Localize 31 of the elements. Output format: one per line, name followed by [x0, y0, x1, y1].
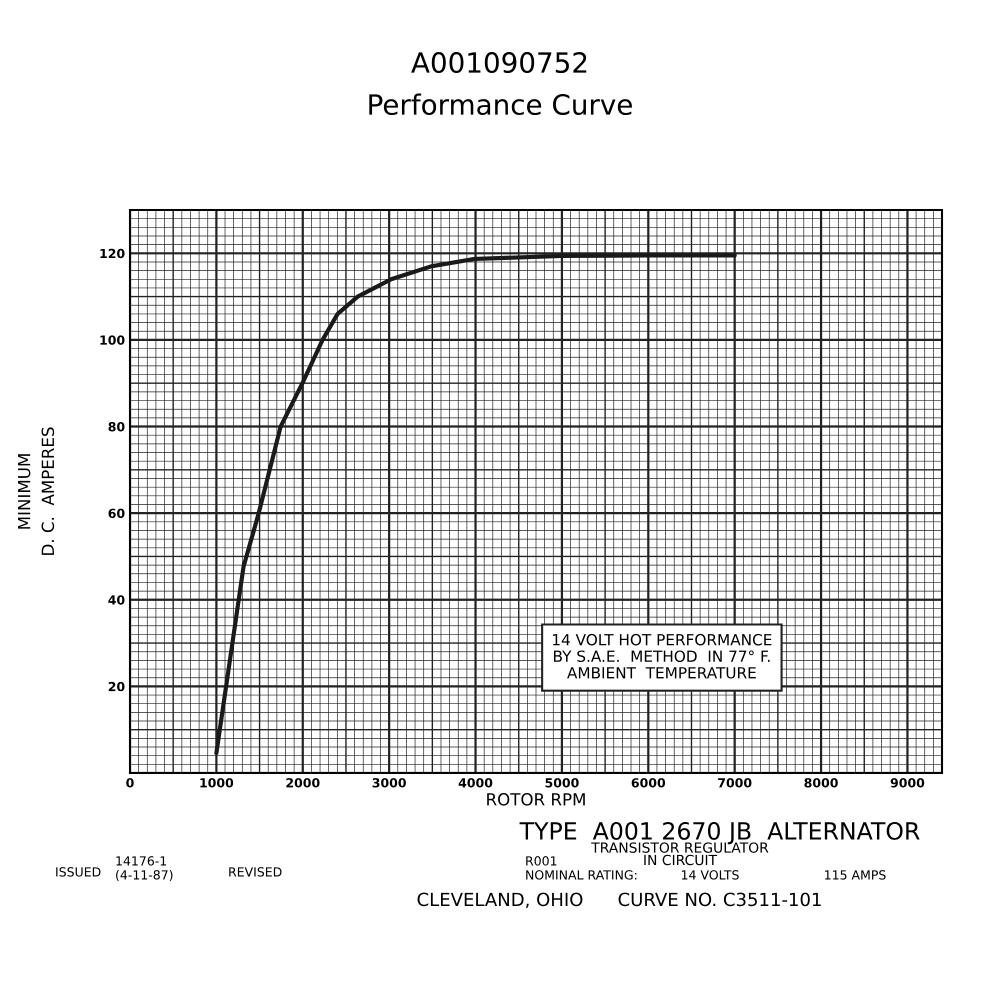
x-axis-title: ROTOR RPM	[487, 793, 585, 806]
text: 14176-1 (4-11-87)	[116, 856, 172, 882]
y-tick-label: 100	[100, 335, 125, 345]
chart-subtitle: Performance Curve	[369, 94, 632, 116]
x-tick-label: 2000	[286, 778, 320, 788]
x-tick-label: 1000	[200, 778, 234, 788]
x-tick-label: 3000	[372, 778, 406, 788]
text: TRANSISTOR REGULATOR IN CIRCUIT	[591, 842, 768, 866]
x-tick-label: 4000	[458, 778, 492, 788]
annotation: 14 VOLT HOT PERFORMANCE BY S.A.E. METHOD IN 77° F. AMBIENT TEMPERATURE	[552, 634, 772, 679]
text: REVISED	[229, 867, 282, 877]
x-tick-label: 6000	[632, 778, 666, 788]
text: CLEVELAND, OHIO	[418, 892, 582, 908]
chart-title: A001090752	[411, 52, 586, 74]
y-tick-label: 40	[108, 595, 125, 605]
y-axis-title: MINIMUM D. C. AMPERES	[18, 427, 54, 555]
x-tick-label: 0	[126, 778, 134, 788]
x-tick-label: 8000	[804, 778, 838, 788]
y-tick-label: 60	[108, 508, 125, 518]
text: 115 AMPS	[825, 870, 886, 880]
x-tick-label: 7000	[718, 778, 752, 788]
text: R001	[526, 856, 556, 866]
y-tick-label: 120	[100, 248, 125, 258]
text: CURVE NO. C3511-101	[618, 892, 821, 906]
y-tick-label: 80	[108, 422, 125, 432]
text: NOMINAL RATING:	[526, 870, 636, 880]
y-tick-label: 20	[108, 682, 125, 692]
x-tick-label: 5000	[545, 778, 579, 788]
x-tick-label: 9000	[890, 778, 924, 788]
text: ISSUED	[56, 867, 100, 877]
text: 14 VOLTS	[682, 870, 739, 880]
